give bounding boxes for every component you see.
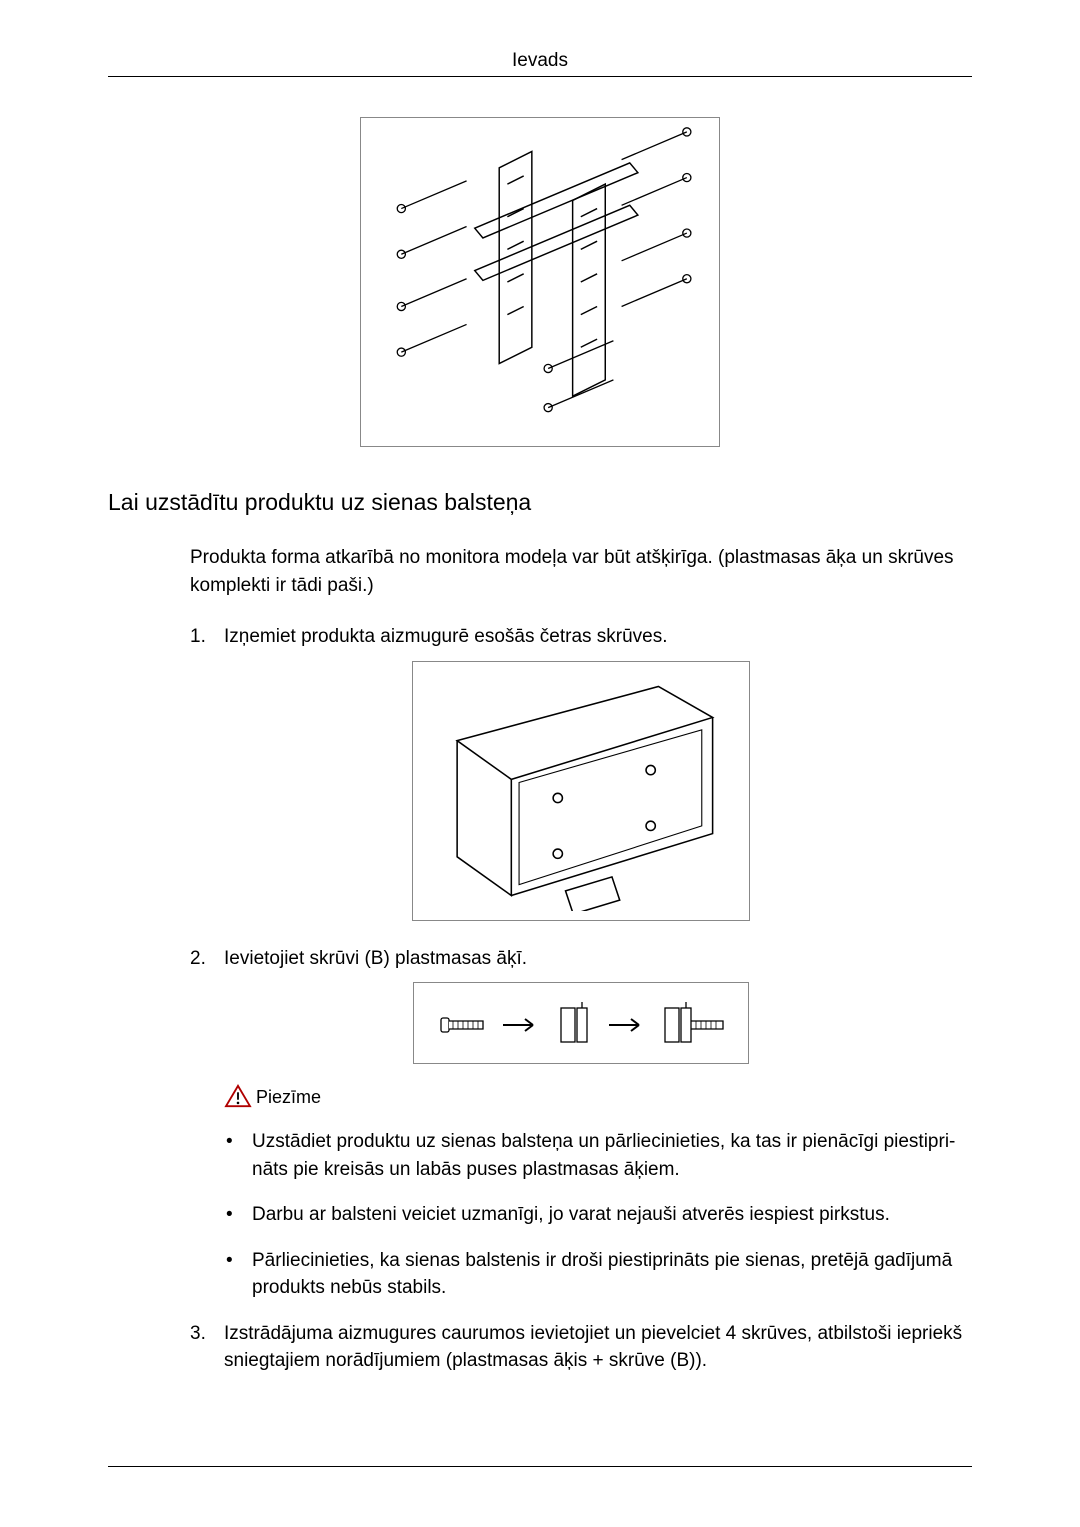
note-label: Piezīme [256,1087,321,1108]
step-text: Izņemiet produkta aizmugurē esošās četra… [224,623,972,651]
warning-icon [224,1084,252,1108]
bullet-marker: • [224,1201,252,1229]
figure-screw-sequence [413,982,749,1064]
page: Ievads [0,0,1080,1527]
figure-monitor-back [412,661,750,921]
monitor-back-icon [426,671,736,911]
intro-paragraph: Produkta forma atkarībā no monitora mode… [190,544,972,599]
step-text: Ievietojiet skrūvi (B) plastmasas āķī. [224,945,972,973]
step-number: 1. [190,623,224,651]
section-content: Produkta forma atkarībā no monitora mode… [190,544,972,1375]
step-1: 1. Izņemiet produkta aizmugurē esošās če… [190,623,972,651]
bullet-marker: • [224,1247,252,1302]
step-2: 2. Ievietojiet skrūvi (B) plastmasas āķī… [190,945,972,973]
note-bullet: • Darbu ar balsteni veiciet uzmanīgi, jo… [224,1201,972,1229]
step-text: Izstrādājuma aizmugures caurumos ievieto… [224,1320,972,1375]
note-heading: Piezīme [224,1084,972,1108]
page-header: Ievads [108,50,972,77]
step-3: 3. Izstrādājuma aizmugures caurumos ievi… [190,1320,972,1375]
note-bullet: • Uzstādiet produktu uz sienas balsteņa … [224,1128,972,1183]
footer-rule [108,1466,972,1467]
note-bullet: • Pārliecinieties, ka sienas balstenis i… [224,1247,972,1302]
step-number: 3. [190,1320,224,1375]
section-heading: Lai uzstādītu produktu uz sienas balsteņ… [108,489,972,516]
header-title: Ievads [512,50,568,71]
bullet-text: Pārliecinieties, ka sienas balstenis ir … [252,1247,972,1302]
bullet-text: Darbu ar balsteni veiciet uzmanīgi, jo v… [252,1201,972,1229]
bullet-marker: • [224,1128,252,1183]
bullet-text: Uzstādiet produktu uz sienas balsteņa un… [252,1128,972,1183]
step-number: 2. [190,945,224,973]
figure-bracket-exploded [360,117,720,447]
bracket-exploded-icon [375,127,705,437]
screw-sequence-icon [421,988,741,1058]
